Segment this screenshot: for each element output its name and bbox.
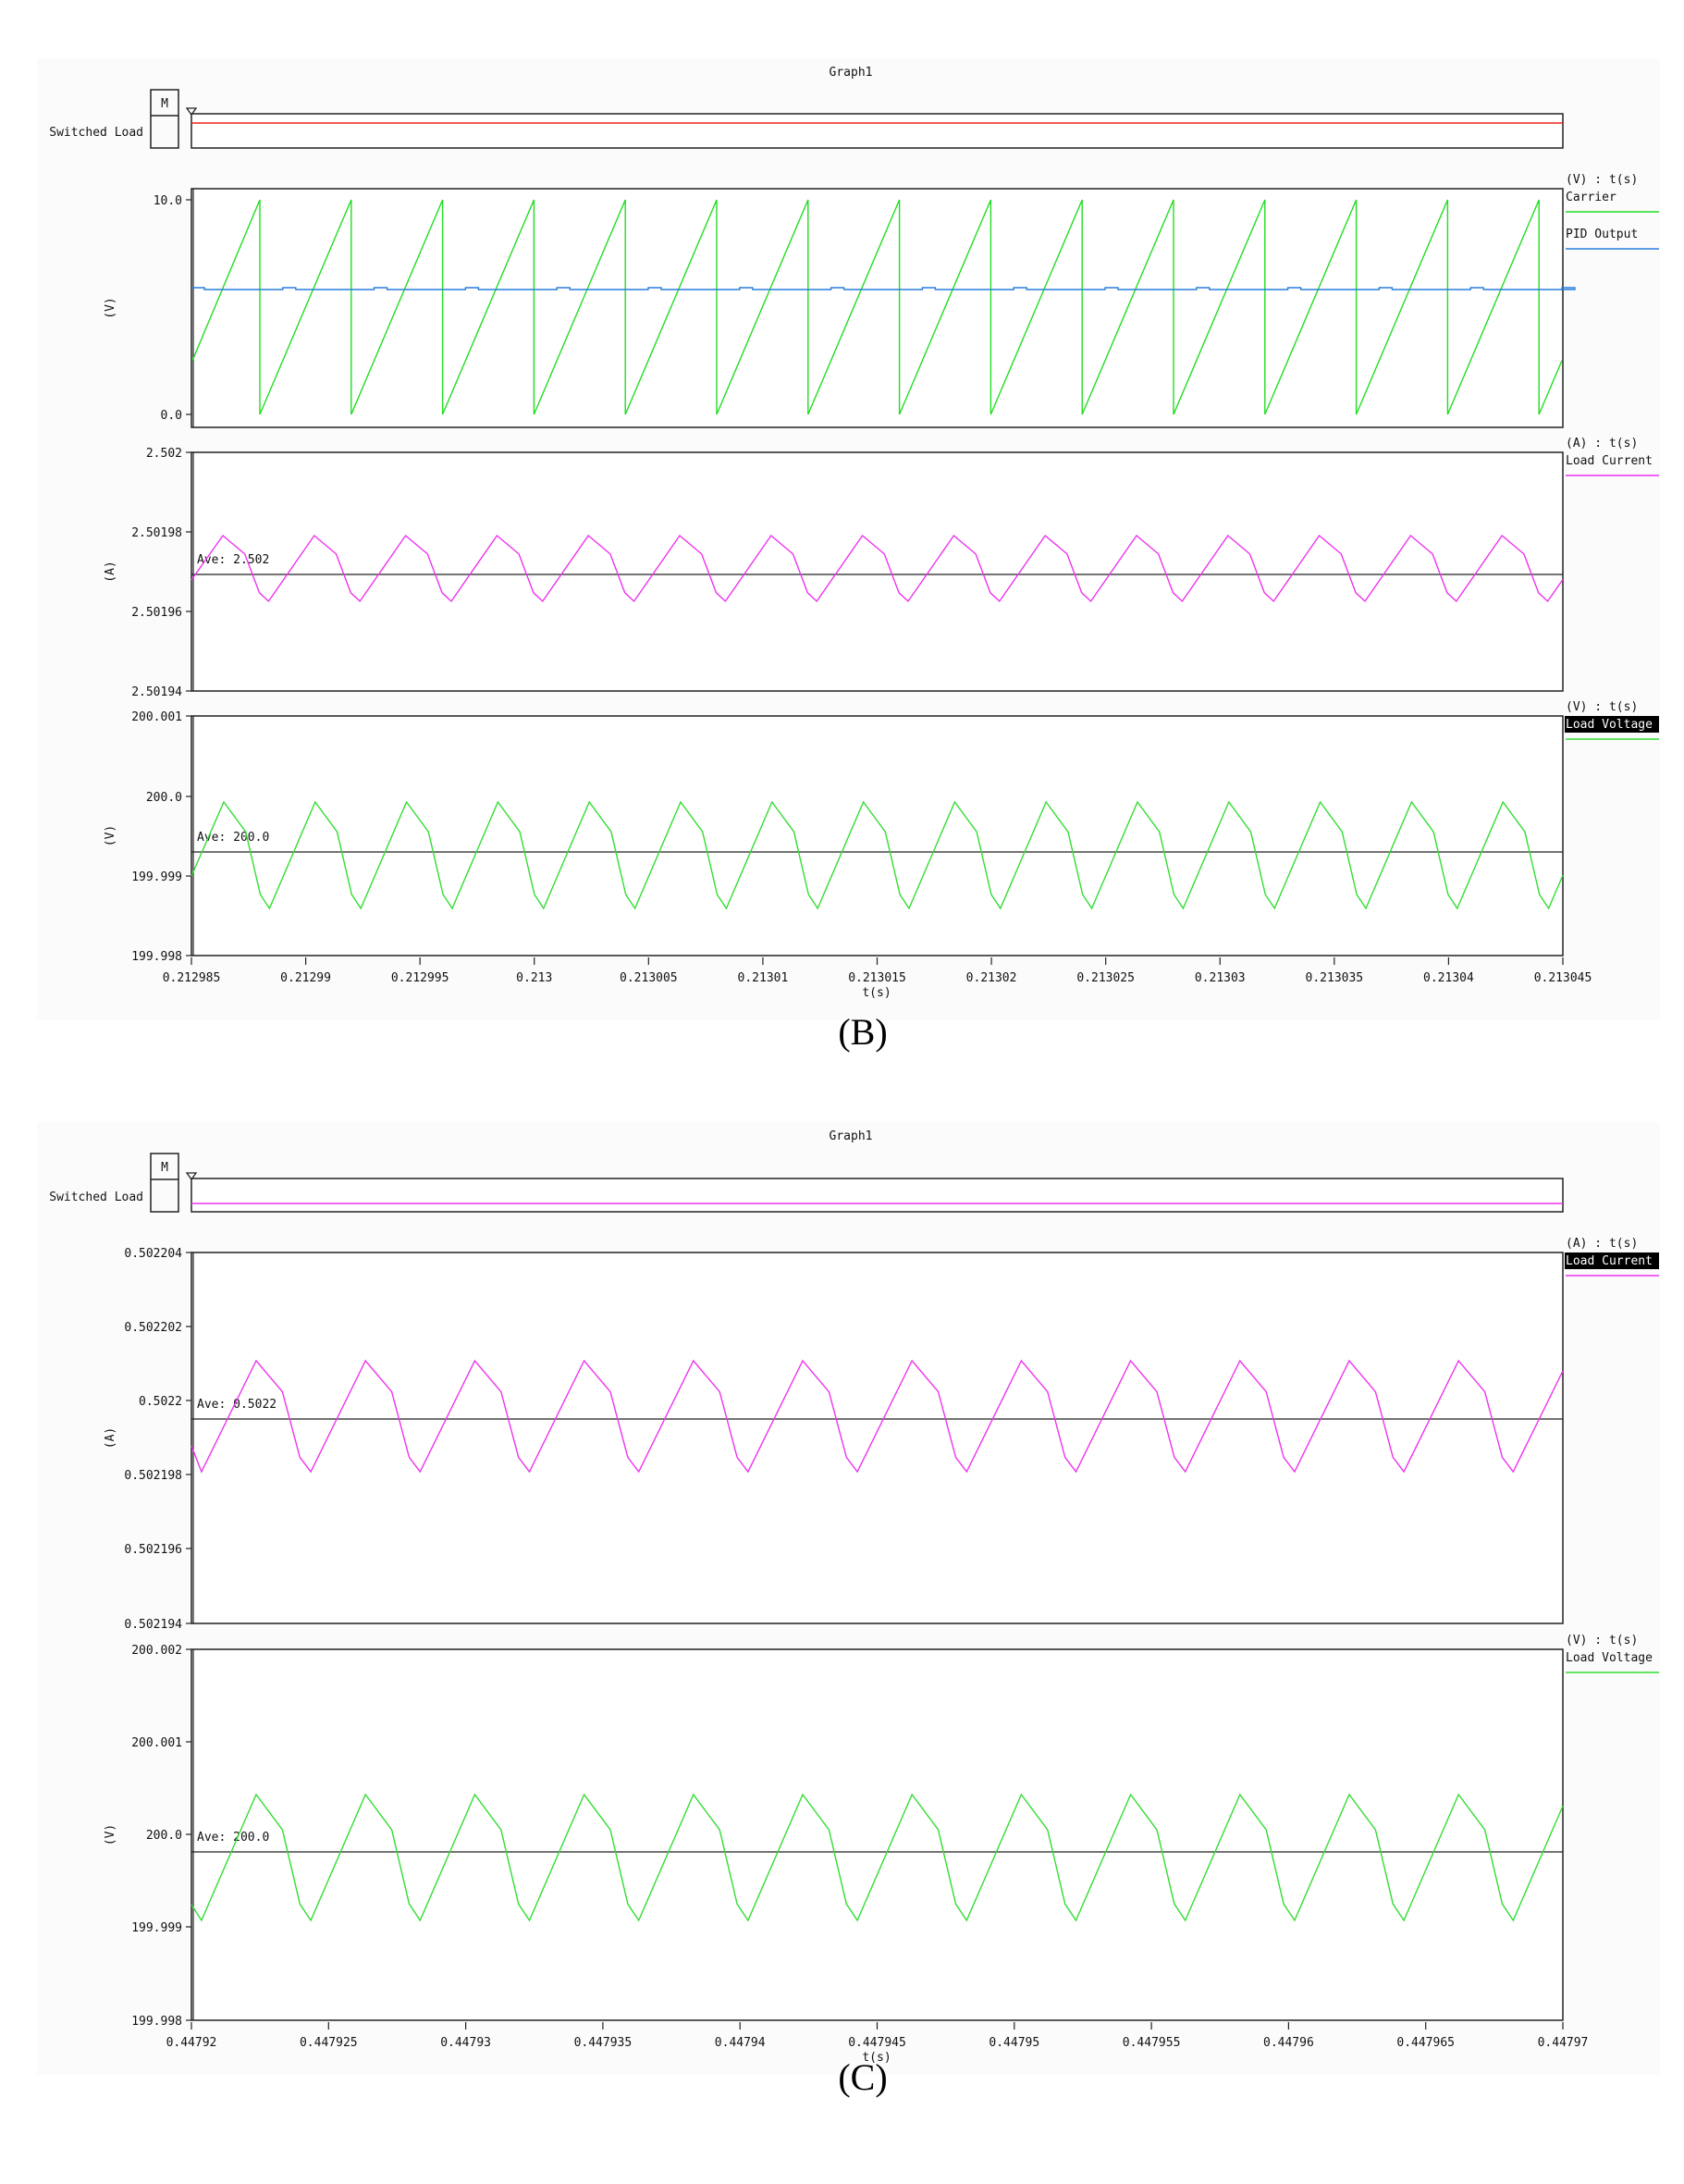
y-tick-label: 0.502198 xyxy=(124,1469,182,1483)
load-voltage-series xyxy=(191,800,1564,910)
x-axis-label: t(s) xyxy=(862,2051,891,2065)
load-voltage-series xyxy=(191,1793,1564,1922)
y-tick-label: 0.5022 xyxy=(139,1395,182,1409)
y-tick-label: 10.0 xyxy=(154,194,182,208)
units-label: (V) : t(s) xyxy=(1566,173,1638,187)
legend-label-load-current[interactable]: Load Current xyxy=(1566,454,1653,468)
y-tick-label: 2.50196 xyxy=(131,606,182,620)
y-tick-label: 200.002 xyxy=(131,1644,182,1658)
x-tick-label: 0.213025 xyxy=(1076,971,1135,985)
y-tick-label: 0.502202 xyxy=(124,1321,182,1335)
caption-c: (C) xyxy=(838,2056,888,2098)
y-tick-label: 0.502204 xyxy=(124,1247,182,1261)
y-tick-label: 0.502196 xyxy=(124,1543,182,1557)
x-tick-label: 0.213015 xyxy=(848,971,906,985)
graph-title: Graph1 xyxy=(830,1129,873,1143)
plot-area xyxy=(191,451,1564,692)
y-axis-label: (V) xyxy=(104,1824,117,1845)
y-tick-label: 199.998 xyxy=(131,2015,182,2029)
switched-load-label: Switched Load xyxy=(49,1191,143,1204)
y-tick-label: 2.50198 xyxy=(131,526,182,540)
x-tick-label: 0.44796 xyxy=(1263,2036,1314,2050)
y-tick-label: 200.0 xyxy=(146,791,182,805)
switched-load-track xyxy=(191,1178,1564,1213)
x-tick-label: 0.44793 xyxy=(440,2036,491,2050)
plot-area xyxy=(191,1648,1564,2021)
cursor-triangle-icon[interactable] xyxy=(185,107,198,117)
units-label: (V) : t(s) xyxy=(1566,700,1638,714)
y-axis-label: (A) xyxy=(104,1427,117,1449)
pid-output-series xyxy=(191,287,1576,290)
plot-area xyxy=(191,715,1564,956)
y-tick-label: 0.502194 xyxy=(124,1618,182,1632)
y-axis-label: (V) xyxy=(104,825,117,846)
x-tick-label: 0.213005 xyxy=(620,971,678,985)
x-tick-label: 0.44794 xyxy=(715,2036,766,2050)
y-tick-label: 0.0 xyxy=(161,409,182,423)
legend-highlight[interactable] xyxy=(1565,716,1659,733)
load-current-series xyxy=(191,1359,1564,1474)
average-label: Ave: 2.502 xyxy=(197,553,269,567)
x-tick-label: 0.447965 xyxy=(1396,2036,1455,2050)
units-label: (V) : t(s) xyxy=(1566,1634,1638,1647)
legend-label-load-current[interactable]: Load Current xyxy=(1566,1254,1653,1268)
x-tick-label: 0.21302 xyxy=(966,971,1017,985)
legend-label-pid-output[interactable]: PID Output xyxy=(1566,228,1638,241)
switched-load-track xyxy=(191,113,1564,149)
x-tick-label: 0.447935 xyxy=(574,2036,633,2050)
y-tick-label: 2.502 xyxy=(146,447,182,461)
y-axis-label: (V) xyxy=(104,297,117,318)
x-tick-label: 0.21304 xyxy=(1423,971,1474,985)
x-tick-label: 0.213045 xyxy=(1534,971,1592,985)
carrier-series xyxy=(191,199,1563,415)
x-tick-label: 0.213035 xyxy=(1306,971,1364,985)
y-tick-label: 199.998 xyxy=(131,950,182,964)
plot-area xyxy=(191,1252,1564,1624)
y-tick-label: 200.001 xyxy=(131,1736,182,1750)
x-tick-label: 0.447925 xyxy=(300,2036,358,2050)
x-tick-label: 0.447955 xyxy=(1123,2036,1181,2050)
average-label: Ave: 200.0 xyxy=(197,1831,269,1845)
units-label: (A) : t(s) xyxy=(1566,437,1638,450)
plot-area xyxy=(191,188,1564,428)
graph-title: Graph1 xyxy=(830,66,873,80)
x-tick-label: 0.212995 xyxy=(391,971,449,985)
y-tick-label: 199.999 xyxy=(131,1921,182,1935)
x-tick-label: 0.21299 xyxy=(280,971,331,985)
y-tick-label: 199.999 xyxy=(131,870,182,884)
load-current-series xyxy=(191,534,1564,603)
legend-label-load-voltage[interactable]: Load Voltage xyxy=(1566,1651,1653,1665)
graph1-b-svg: Graph1 M Switched Load 10.0 0.0 (V) (V) : t(s)… xyxy=(49,66,1659,1000)
marker-box[interactable] xyxy=(150,1153,179,1213)
legend-label-load-voltage[interactable]: Load Voltage xyxy=(1566,718,1653,732)
legend-label-carrier[interactable]: Carrier xyxy=(1566,191,1616,204)
average-label: Ave: 200.0 xyxy=(197,831,269,845)
marker-m-label: M xyxy=(161,1161,168,1175)
caption-b: (B) xyxy=(838,1011,888,1053)
average-label: Ave: 0.5022 xyxy=(197,1398,277,1412)
switched-load-label: Switched Load xyxy=(49,126,143,140)
x-tick-label: 0.21303 xyxy=(1195,971,1246,985)
marker-m-label: M xyxy=(161,97,168,111)
units-label: (A) : t(s) xyxy=(1566,1237,1638,1251)
x-tick-label: 0.21301 xyxy=(738,971,789,985)
x-axis-label: t(s) xyxy=(862,986,891,1000)
figure-b: Graph1 M Switched Load 10.0 0.0 (V) (V) : t(s)… xyxy=(49,66,1659,1053)
cursor-triangle-icon[interactable] xyxy=(185,1172,198,1181)
y-tick-label: 2.50194 xyxy=(131,685,182,699)
x-tick-label: 0.44795 xyxy=(989,2036,1039,2050)
marker-box[interactable] xyxy=(150,89,179,149)
y-tick-label: 200.0 xyxy=(146,1829,182,1843)
y-tick-label: 200.001 xyxy=(131,710,182,724)
y-axis-label: (A) xyxy=(104,561,117,582)
legend-highlight[interactable] xyxy=(1565,1252,1659,1269)
x-tick-label: 0.212985 xyxy=(163,971,221,985)
x-tick-label: 0.44797 xyxy=(1538,2036,1589,2050)
x-tick-label: 0.213 xyxy=(516,971,552,985)
x-tick-label: 0.44792 xyxy=(166,2036,217,2050)
x-tick-label: 0.447945 xyxy=(848,2036,906,2050)
